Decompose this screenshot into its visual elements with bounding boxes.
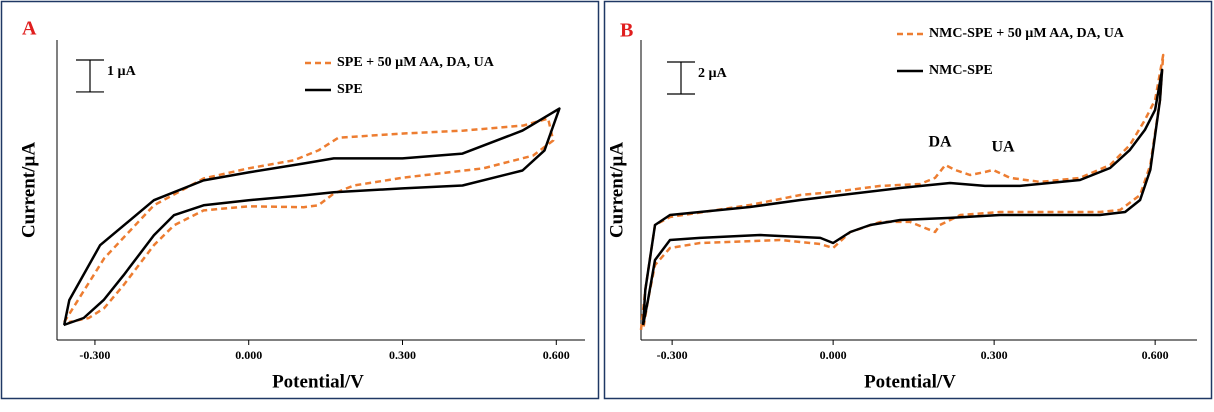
scale-bar-label: 1 µA [107, 64, 137, 79]
legend-label: SPE + 50 µM AA, DA, UA [337, 55, 495, 70]
cv-curve [641, 68, 1164, 326]
x-tick-label: 0.600 [543, 348, 570, 362]
panel-frame [0, 0, 600, 400]
x-tick-label: 0.000 [235, 348, 262, 362]
legend-label: NMC-SPE + 50 µM AA, DA, UA [929, 26, 1125, 41]
x-tick-label: 0.300 [981, 348, 1008, 362]
legend-label: NMC-SPE [929, 63, 993, 78]
x-tick-label: 0.000 [820, 348, 847, 362]
cv-curve [63, 117, 555, 324]
x-tick-label: -0.300 [657, 348, 688, 362]
scale-bar-label: 2 µA [698, 66, 728, 81]
x-tick-label: -0.300 [79, 348, 110, 362]
cv-curve [62, 107, 561, 327]
x-axis-title: Potential/V [864, 371, 956, 392]
panel-label: A [22, 18, 37, 40]
legend-label: SPE [337, 82, 363, 97]
y-axis-title: Current/µA [18, 142, 39, 238]
peak-annotation: UA [991, 139, 1015, 156]
x-tick-label: 0.600 [1142, 348, 1169, 362]
y-axis-title: Current/µA [606, 142, 627, 238]
panel-frame [603, 0, 1213, 400]
cv-curve [639, 53, 1165, 331]
x-axis-title: Potential/V [272, 371, 364, 392]
panel-label: B [620, 20, 633, 42]
peak-annotation: DA [928, 134, 952, 151]
x-tick-label: 0.300 [389, 348, 416, 362]
